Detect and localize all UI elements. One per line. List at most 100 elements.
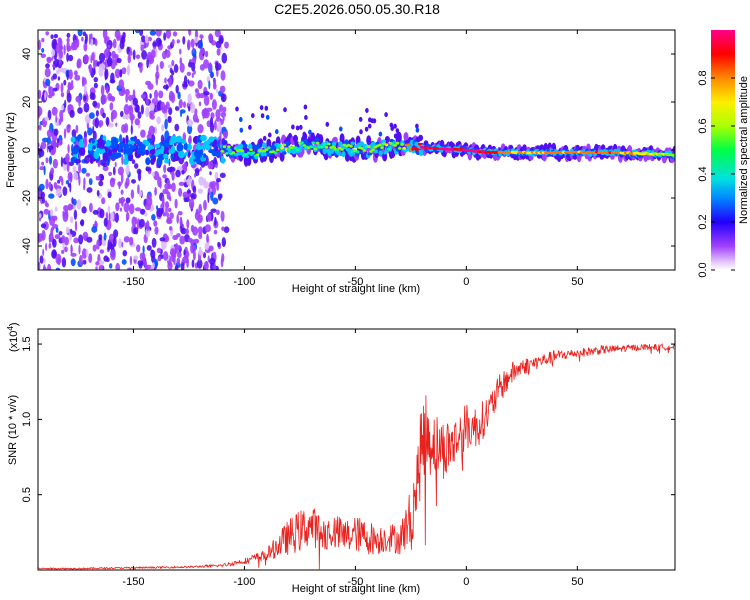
spectral-blob: [58, 231, 63, 236]
spectral-blob: [46, 129, 53, 138]
spectral-blob: [174, 265, 179, 270]
spectral-blob: [197, 124, 204, 134]
spectral-blob: [65, 153, 70, 164]
spectral-blob: [72, 198, 77, 206]
spectral-blob: [196, 156, 201, 165]
spectral-blob: [156, 64, 159, 73]
spectral-blob: [55, 267, 61, 270]
spectral-blob: [213, 263, 217, 270]
spectral-blob: [38, 166, 46, 171]
spectral-blob: [181, 139, 187, 144]
spectral-blob: [161, 199, 165, 208]
spectral-blob: [81, 248, 88, 259]
spectral-blob: [156, 247, 162, 254]
spectral-blob: [157, 256, 162, 262]
spectral-blob: [55, 42, 62, 54]
spectral-blob: [48, 242, 52, 249]
spectral-blob: [188, 198, 195, 210]
y-tick-label: 0.5: [21, 487, 33, 502]
spectral-blob: [233, 146, 238, 150]
spectral-blob: [219, 172, 226, 178]
spectral-blob: [64, 209, 69, 219]
spectral-blob: [164, 130, 170, 142]
spectral-blob: [52, 73, 58, 80]
spectral-blob: [125, 164, 130, 176]
spectral-blob: [70, 136, 76, 143]
spectral-blob: [48, 146, 52, 153]
spectral-blob: [185, 228, 189, 235]
spectral-blob: [203, 199, 207, 211]
spectral-blob: [131, 159, 136, 165]
spectral-blob: [221, 226, 225, 231]
spectral-blob: [56, 138, 60, 143]
spectral-blob: [335, 148, 340, 152]
spectral-blob: [219, 85, 226, 94]
colorbar-gradient: [711, 30, 735, 270]
spectral-blob: [76, 199, 82, 210]
spectral-blob: [91, 226, 98, 233]
spectral-blob: [66, 32, 71, 38]
spectral-blob: [123, 143, 130, 150]
spectral-blob: [100, 94, 107, 105]
spectral-blob: [78, 254, 83, 266]
spectral-blob: [57, 37, 62, 44]
spectral-blob: [203, 153, 207, 159]
y-tick-label: 20: [21, 96, 33, 108]
spectral-blob: [208, 80, 211, 90]
spectral-blob: [196, 92, 201, 99]
spectral-blob: [85, 172, 91, 177]
spectral-blob: [187, 151, 191, 157]
chart-title: C2E5.2026.050.05.30.R18: [274, 1, 440, 17]
spectral-blob: [44, 67, 51, 78]
spectral-blob: [157, 176, 162, 188]
spectral-blob: [208, 62, 212, 73]
spectral-blob: [168, 149, 174, 154]
spectral-blob: [45, 78, 51, 87]
spectral-blob: [102, 152, 109, 162]
spectral-blob: [50, 34, 54, 39]
spectral-blob: [103, 48, 110, 59]
spectral-blob: [150, 114, 155, 120]
spectral-blob: [51, 56, 54, 61]
spectral-blob: [162, 174, 168, 179]
spectral-blob: [165, 49, 171, 58]
spectral-blob: [93, 150, 100, 160]
x-tick-label: -150: [122, 276, 144, 288]
spectral-blob: [38, 233, 41, 244]
spectral-blob: [83, 177, 86, 187]
spectral-blob: [45, 202, 49, 208]
spectral-blob: [54, 206, 58, 212]
spectral-blob: [38, 160, 41, 170]
spectral-blob: [368, 117, 372, 123]
spectral-blob: [203, 261, 209, 270]
spectral-blob: [67, 203, 73, 211]
spectral-blob: [177, 251, 182, 259]
spectral-blob: [163, 251, 169, 261]
spectral-blob: [170, 153, 174, 161]
spectral-blob: [77, 30, 83, 37]
spectral-blob: [92, 100, 98, 108]
spectral-blob: [44, 91, 47, 101]
spectral-blob: [68, 54, 74, 62]
spectral-blob: [120, 189, 124, 195]
spectral-blob: [61, 104, 65, 111]
spectral-blob: [58, 175, 63, 182]
spectral-blob: [138, 190, 143, 197]
spectral-blob: [275, 148, 280, 152]
spectral-blob: [54, 234, 61, 240]
spectral-blob: [93, 82, 98, 89]
spectral-blob: [92, 125, 95, 135]
spectral-blob: [183, 142, 188, 151]
spectral-blob: [418, 149, 424, 156]
spectral-blob: [72, 39, 78, 51]
spectral-blob: [115, 262, 120, 270]
spectral-blob: [127, 54, 132, 64]
spectral-blob: [195, 118, 200, 123]
spectral-blob: [104, 68, 109, 80]
spectral-blob: [132, 97, 138, 106]
snr-y-label: SNR (10 * v/v): [7, 395, 19, 465]
spectral-blob: [140, 44, 144, 52]
spectral-blob: [114, 212, 120, 223]
spectral-blob: [74, 74, 81, 81]
spectral-blob: [349, 152, 354, 157]
